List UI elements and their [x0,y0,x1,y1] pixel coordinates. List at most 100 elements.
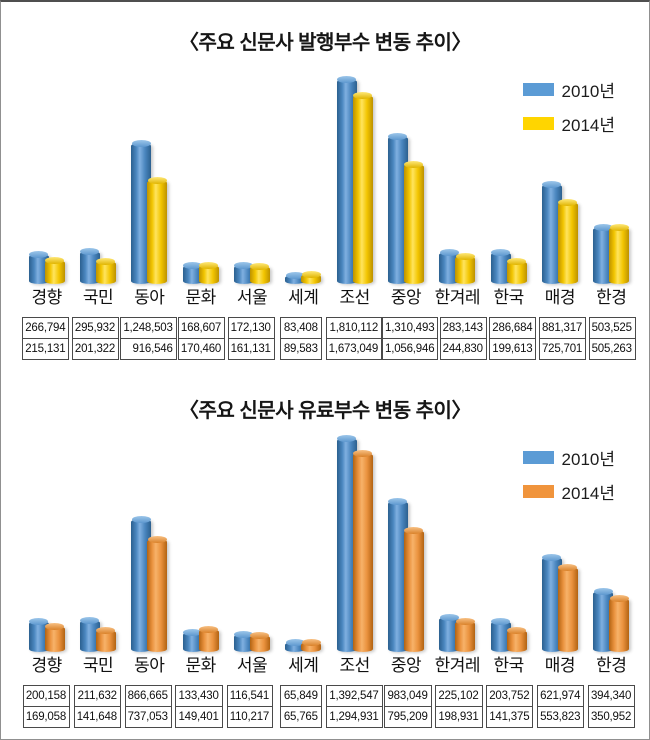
cylinder-cap [199,626,219,634]
cylinder-bar-2014 [44,256,65,284]
value-cell: 394,340 [587,685,636,707]
cylinder-bar-2010 [131,515,152,652]
legend-swatch-2014 [522,117,554,130]
cylinder-cap [542,181,562,189]
bar-group [586,437,637,652]
table-cell-box: 503,525 505,263 [588,317,636,360]
table-column: 200,158 169,058 [21,685,72,728]
chart-paid-circulation: 〈주요 신문사 유료부수 변동 추이〉 2010년 2014년 경향 국민 동아 문화… [1,394,649,728]
table-cell-box: 65,849 65,765 [279,685,322,728]
table-column: 211,632 141,648 [72,685,123,728]
cylinder-bar-2014 [403,526,424,652]
table-column: 295,932 201,322 [71,317,121,360]
value-cell: 725,701 [538,338,587,360]
cylinder-cap [507,258,527,266]
cylinder-bar-2014 [44,623,65,652]
value-cell: 283,143 [439,317,487,339]
bars-area [21,435,637,652]
cylinder-bar-2014 [301,270,322,284]
value-cell: 200,158 [22,685,71,707]
category-label: 동아 [134,288,165,307]
value-cell: 215,131 [22,338,70,360]
table-column: 172,130 161,131 [226,317,276,360]
bar-group [432,69,483,284]
value-cell: 1,392,547 [326,685,383,707]
bar-group [21,437,72,652]
cylinder-cap [29,250,49,258]
bar-group [21,69,72,284]
value-cell: 737,053 [124,706,172,728]
value-cell: 553,823 [537,706,585,728]
table-cell-box: 621,974 553,823 [537,685,585,728]
table-cell-box: 172,130 161,131 [227,317,275,360]
chart-title: 〈주요 신문사 유료부수 변동 추이〉 [179,400,471,422]
cylinder-bar-2010 [541,553,562,652]
chart-title: 〈주요 신문사 발행부수 변동 추이〉 [179,32,471,54]
bar-group [226,437,277,652]
table-cell-box: 394,340 350,952 [587,685,636,728]
cylinder-cap [353,450,373,458]
category-label: 세계 [288,656,319,675]
cylinder-bar-2014 [403,161,424,284]
bar-group [380,69,431,284]
category-label: 한경 [596,288,627,307]
bar-group [483,69,534,284]
category-label: 한겨레 [434,288,481,307]
value-cell: 83,408 [279,317,322,339]
value-cell: 286,684 [489,317,537,339]
value-cell: 295,932 [71,317,120,339]
table-cell-box: 283,143 244,830 [439,317,487,360]
cylinder-bar-2010 [182,628,203,652]
category-label: 세계 [288,288,319,307]
value-cell: 621,974 [537,685,585,707]
value-cell: 65,849 [279,685,322,707]
cylinder-cap [147,177,167,185]
table-column: 983,049 795,209 [383,685,434,728]
table-cell-box: 983,049 795,209 [384,685,432,728]
table-column: 225,102 198,931 [434,685,485,728]
bar-group [534,69,585,284]
category-label: 문화 [185,288,217,307]
cylinder-cap [542,553,562,561]
cylinder-bar-2014 [95,258,116,284]
cylinder-bar-2014 [198,626,219,652]
cylinder-cap [455,618,475,626]
table-cell-box: 1,392,547 1,294,931 [326,685,383,728]
cylinder-bar-2010 [28,618,49,652]
table-column: 866,665 737,053 [123,685,174,728]
value-cell: 881,317 [538,317,587,339]
value-cell: 168,607 [177,317,226,339]
table-cell-box: 1,248,503 916,546 [120,317,177,360]
data-table: 200,158 169,058 211,632 141,648 866,665 737,0… [21,685,637,728]
table-cell-box: 200,158 169,058 [22,685,71,728]
value-cell: 983,049 [384,685,432,707]
cylinder-cap [147,535,167,543]
cylinder-bar-2010 [439,614,460,652]
category-label: 한국 [493,656,524,675]
table-cell-box: 1,310,493 1,056,946 [382,317,439,360]
bar-group [278,437,329,652]
cylinder-cap [491,617,511,625]
cylinder-cap [199,261,219,269]
table-column: 394,340 350,952 [586,685,637,728]
cylinder-cap [80,247,100,255]
value-cell: 116,541 [226,685,274,707]
cylinder-bar-2014 [198,261,219,284]
legend-swatch-2010 [522,451,554,464]
category-label: 중앙 [390,656,422,675]
bar-group [380,437,431,652]
value-cell: 211,632 [73,685,121,707]
legend-item-2014: 2014년 [522,479,615,504]
value-cell: 1,310,493 [382,317,439,339]
cylinder-cap [285,638,305,646]
bar-group [329,69,380,284]
cylinder-bar-2014 [557,563,578,652]
legend-item-2010: 2010년 [522,445,615,470]
cylinder-cap [609,223,629,231]
data-table: 266,794 215,131 295,932 201,322 1,248,503 916… [21,317,637,360]
value-cell: 1,294,931 [326,706,383,728]
cylinder-cap [250,262,270,270]
table-column: 266,794 215,131 [21,317,71,360]
cylinder-bar-2010 [131,139,152,284]
value-cell: 1,810,112 [325,317,383,339]
